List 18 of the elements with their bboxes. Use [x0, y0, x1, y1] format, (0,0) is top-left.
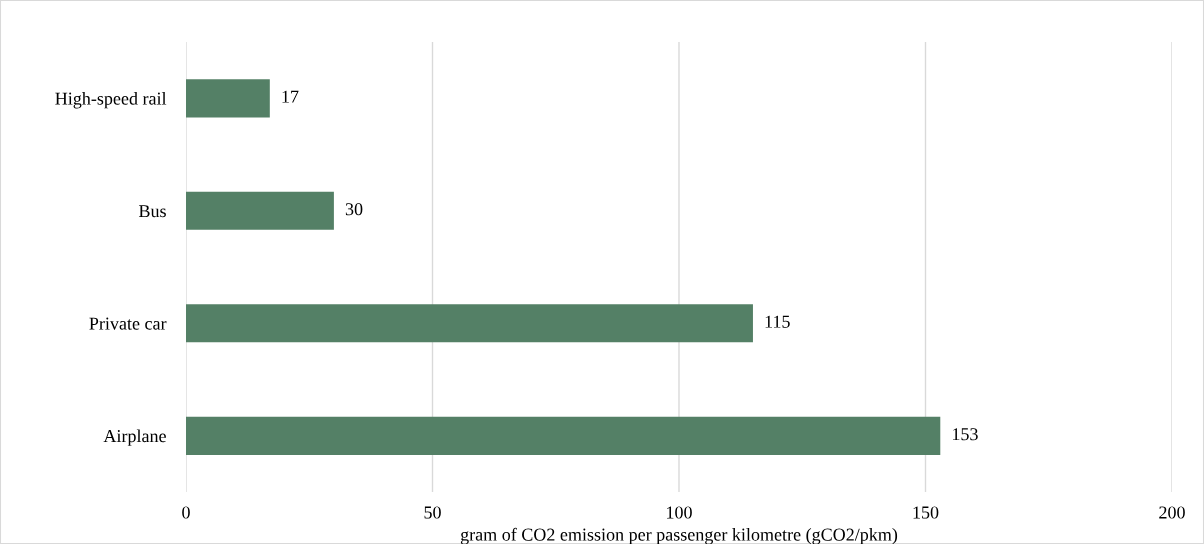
data-label: 30 — [345, 203, 363, 216]
bar — [186, 191, 334, 230]
bar — [186, 304, 753, 343]
x-axis-title: gram of CO2 emission per passenger kilometre (gCO2/pkm) — [460, 527, 898, 544]
data-label: 17 — [282, 90, 299, 103]
bar — [186, 416, 941, 455]
bar — [186, 79, 270, 118]
data-label: 115 — [765, 315, 790, 328]
x-tick-label: 100 — [667, 506, 692, 519]
x-tick-label: 200 — [1159, 506, 1185, 519]
data-label: 153 — [952, 428, 978, 441]
y-tick-label: High-speed rail — [55, 91, 167, 109]
y-tick-label: Airplane — [103, 429, 166, 446]
y-tick-label: Private car — [89, 317, 167, 330]
x-tick-label: 50 — [424, 506, 441, 519]
y-tick-label: Bus — [138, 205, 166, 218]
x-tick-label: 0 — [182, 506, 190, 519]
x-tick-label: 150 — [913, 506, 939, 519]
